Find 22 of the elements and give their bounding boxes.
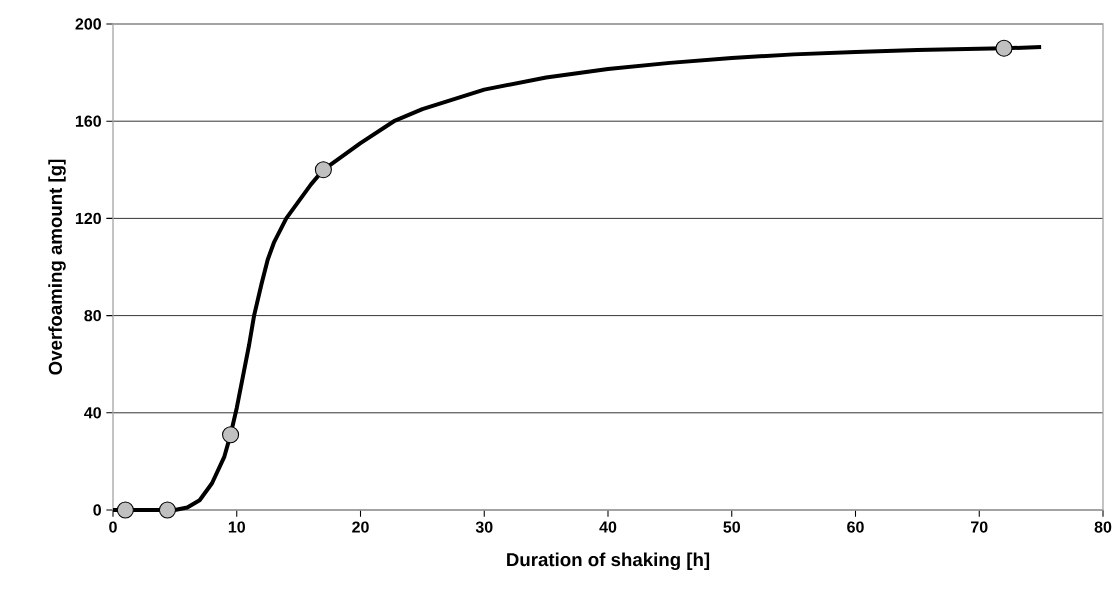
y-tick-label: 80 xyxy=(84,309,101,322)
x-tick-label: 10 xyxy=(228,521,245,533)
y-tick-label: 200 xyxy=(75,18,101,30)
x-tick-label: 50 xyxy=(723,521,740,533)
x-tick-label: 0 xyxy=(109,521,117,533)
point xyxy=(116,501,134,519)
x-tick-label: 60 xyxy=(847,521,864,533)
point xyxy=(158,501,176,519)
x-axis-title: Duration of shaking [h] xyxy=(507,552,710,571)
y-tick-label: 0 xyxy=(93,504,101,516)
x-tick-label: 30 xyxy=(475,521,493,533)
y-tick-label: 40 xyxy=(84,407,101,419)
point xyxy=(222,426,240,444)
x-tick-label: 40 xyxy=(599,521,617,533)
point xyxy=(314,161,332,179)
y-tick-label: 120 xyxy=(75,212,101,225)
x-tick-label: 70 xyxy=(971,521,988,533)
x-tick-label: 20 xyxy=(352,521,369,533)
point xyxy=(995,39,1013,57)
y-axis-title: Overfoaming amount [g] xyxy=(48,159,66,375)
y-tick-label: 160 xyxy=(75,115,101,127)
x-tick-label: 80 xyxy=(1094,521,1112,533)
